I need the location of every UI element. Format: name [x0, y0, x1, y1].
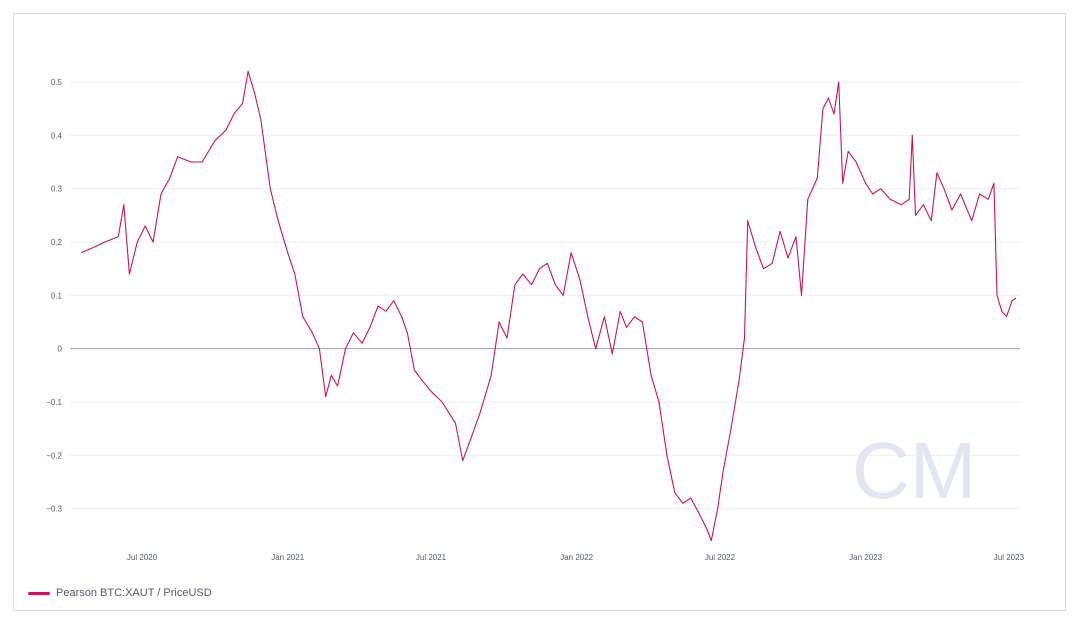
x-tick-label: Jul 2020	[127, 553, 158, 562]
x-tick-label: Jul 2022	[705, 553, 736, 562]
y-tick-label: 0.4	[51, 131, 63, 140]
y-tick-label: −0.3	[46, 505, 62, 514]
series-line-0	[80, 70, 1017, 542]
y-tick-label: 0.2	[51, 238, 63, 247]
y-tick-label: 0	[58, 345, 63, 354]
x-tick-label: Jan 2021	[271, 553, 304, 562]
y-tick-label: −0.1	[46, 398, 62, 407]
x-tick-label: Jul 2023	[994, 553, 1025, 562]
series-layer	[80, 70, 1017, 542]
y-tick-label: 0.3	[51, 185, 63, 194]
y-tick-label: 0.5	[51, 78, 63, 87]
y-axis-ticks: 0.5 0.4 0.3 0.2 0.1 0 −0.1 −0.2 −0.3	[46, 78, 62, 514]
x-axis-ticks: Jul 2020 Jan 2021 Jul 2021 Jan 2022 Jul 2022…	[127, 553, 1025, 562]
legend[interactable]: Pearson BTC:XAUT / PriceUSD	[28, 587, 212, 599]
cm-watermark: CM	[852, 426, 976, 515]
x-tick-label: Jan 2022	[560, 553, 593, 562]
y-tick-label: −0.2	[46, 451, 62, 460]
cm-watermark-text: CM	[852, 426, 976, 515]
x-tick-label: Jul 2021	[416, 553, 447, 562]
legend-label: Pearson BTC:XAUT / PriceUSD	[56, 587, 212, 599]
legend-swatch	[28, 591, 50, 595]
y-tick-label: 0.1	[51, 291, 63, 300]
gridlines	[70, 81, 1020, 510]
x-tick-label: Jan 2023	[849, 553, 882, 562]
chart-frame	[13, 13, 1066, 611]
